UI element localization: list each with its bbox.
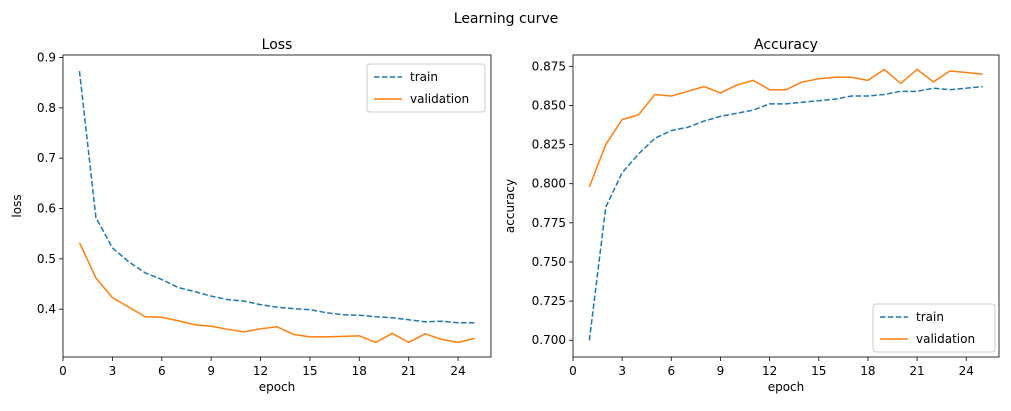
legend-label-validation: validation bbox=[410, 92, 469, 106]
x-tick-label: 18 bbox=[352, 364, 367, 378]
y-axis-label: accuracy bbox=[503, 179, 517, 233]
x-tick-label: 3 bbox=[618, 364, 626, 378]
figure-title: Learning curve bbox=[454, 11, 558, 27]
x-tick-label: 21 bbox=[909, 364, 924, 378]
accuracy-chart-panel: Accuracy 0 3 6 9 12 15 18 21 24 0.700 0.725 0.750 0.7… bbox=[503, 37, 1000, 394]
x-axis-label: epoch bbox=[259, 380, 296, 394]
legend-frame bbox=[366, 63, 486, 113]
x-axis-label: epoch bbox=[768, 380, 805, 394]
x-tick-label: 9 bbox=[207, 364, 215, 378]
y-tick-label: 0.4 bbox=[37, 302, 56, 316]
x-tick-label: 21 bbox=[401, 364, 416, 378]
series-line-train bbox=[78, 71, 475, 324]
y-axis-label: loss bbox=[10, 194, 24, 217]
y-tick-label: 0.9 bbox=[37, 51, 56, 65]
legend-label-train: train bbox=[916, 310, 944, 324]
x-tick-label: 24 bbox=[450, 364, 465, 378]
legend-frame bbox=[872, 303, 996, 353]
y-tick-label: 0.875 bbox=[532, 59, 566, 73]
y-tick-label: 0.800 bbox=[532, 177, 566, 191]
chart-title: Loss bbox=[262, 37, 293, 53]
x-tick-label: 12 bbox=[762, 364, 777, 378]
x-tick-label: 0 bbox=[59, 364, 67, 378]
x-tick-label: 24 bbox=[959, 364, 974, 378]
plot-frame bbox=[572, 54, 1000, 358]
x-tick-label: 0 bbox=[569, 364, 577, 378]
plot-frame bbox=[62, 54, 492, 358]
x-tick-label: 6 bbox=[158, 364, 166, 378]
chart-legend: train validation bbox=[366, 63, 486, 113]
series-line-validation bbox=[78, 242, 475, 344]
y-tick-label: 0.6 bbox=[37, 202, 56, 216]
y-tick-label: 0.700 bbox=[532, 333, 566, 347]
x-tick-label: 6 bbox=[667, 364, 675, 378]
legend-label-train: train bbox=[410, 70, 438, 84]
series-line-train bbox=[588, 85, 983, 341]
chart-title: Accuracy bbox=[754, 37, 818, 53]
x-tick-label: 18 bbox=[860, 364, 875, 378]
chart-legend: train validation bbox=[872, 303, 996, 353]
legend-label-validation: validation bbox=[916, 332, 975, 346]
y-tick-label: 0.7 bbox=[37, 151, 56, 165]
y-tick-label: 0.825 bbox=[532, 138, 566, 152]
loss-chart-panel: Loss 0 3 6 9 12 15 18 21 24 0.4 0.5 0.6 0.7 0.8 0.9 epoc… bbox=[10, 37, 492, 394]
y-tick-label: 0.775 bbox=[532, 216, 566, 230]
x-tick-label: 9 bbox=[717, 364, 725, 378]
y-tick-label: 0.850 bbox=[532, 98, 566, 112]
x-tick-label: 3 bbox=[109, 364, 117, 378]
series-line-validation bbox=[588, 68, 983, 188]
x-tick-label: 15 bbox=[811, 364, 826, 378]
y-tick-label: 0.5 bbox=[37, 252, 56, 266]
x-tick-label: 12 bbox=[253, 364, 268, 378]
y-tick-label: 0.750 bbox=[532, 255, 566, 269]
y-tick-label: 0.725 bbox=[532, 294, 566, 308]
y-tick-label: 0.8 bbox=[37, 101, 56, 115]
x-tick-label: 15 bbox=[302, 364, 317, 378]
